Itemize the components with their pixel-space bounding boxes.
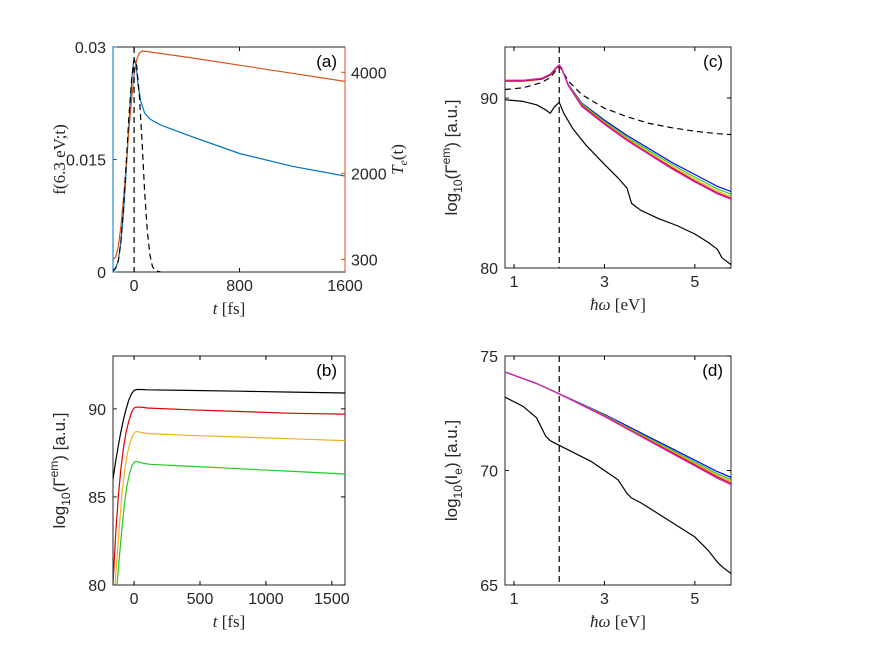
- y-right-label-sub: e: [396, 159, 410, 165]
- y-right-tick-label: 4000: [351, 65, 387, 82]
- axes-frame: [504, 355, 732, 586]
- y-right-label-main: T: [388, 164, 407, 175]
- panel-label: (b): [316, 361, 337, 380]
- y-axis-label: f(6.3 eV;t): [50, 124, 69, 195]
- y-label-subscript-2: e: [451, 468, 465, 475]
- y-label-suffix: ) [a.u.]: [442, 420, 461, 468]
- x-axis-label-unit: [fs]: [217, 612, 245, 631]
- series-line-1: [113, 388, 345, 480]
- y-label-prefix: log: [442, 498, 461, 521]
- y-tick-label: 70: [480, 464, 498, 481]
- y-tick-label: 80: [88, 578, 106, 595]
- x-tick-label: 500: [187, 591, 214, 608]
- x-tick-label: 5: [690, 274, 699, 291]
- x-axis-label-var: t: [213, 612, 219, 631]
- y-axis-label: log10(Ie) [a.u.]: [442, 420, 465, 521]
- series-line-6: [505, 64, 731, 200]
- y-label-mid: (Γ: [50, 477, 69, 492]
- x-axis-label-unit: [eV]: [611, 295, 646, 314]
- y-tick-label: 85: [88, 490, 106, 507]
- x-axis-label-unit: [eV]: [611, 612, 646, 631]
- series-line-4: [116, 461, 345, 585]
- axes-frame: [504, 46, 732, 269]
- y-right-tick-label: 2000: [351, 166, 387, 183]
- series-line-5: [505, 371, 731, 486]
- y-right-label-tail: (t): [388, 144, 407, 160]
- series-line-2: [113, 50, 345, 260]
- y-label-superscript: em: [439, 148, 453, 165]
- x-tick-label: 1500: [314, 591, 350, 608]
- x-tick-label: 1: [510, 591, 519, 608]
- y-label-superscript: em: [47, 461, 61, 478]
- axes-frame: [112, 355, 346, 586]
- panel-b: 0 500 1000 1500 80 85 90 (b) t [fs] log10(Γem) [a…: [47, 355, 350, 631]
- x-tick-label: 1000: [248, 591, 284, 608]
- axes-frame: [112, 46, 346, 273]
- y-tick-label: 0: [97, 265, 106, 282]
- x-axis-label: t [fs]: [213, 612, 246, 631]
- x-axis-label-unit: [fs]: [217, 299, 245, 318]
- y-label-suffix: ) [a.u.]: [50, 413, 69, 461]
- panel-label: (d): [702, 361, 723, 380]
- y-label-suffix: ) [a.u.]: [442, 100, 461, 148]
- panel-label: (a): [316, 52, 337, 71]
- y-tick-label: 0.03: [75, 40, 106, 57]
- series-line-1: [505, 65, 731, 136]
- x-tick-label: 0: [130, 278, 139, 295]
- y-tick-label: 90: [88, 402, 106, 419]
- x-tick-label: 1600: [327, 278, 363, 295]
- x-tick-label: 800: [226, 278, 253, 295]
- y-axis-label: log10(Γem) [a.u.]: [47, 413, 73, 529]
- x-tick-label: 3: [600, 274, 609, 291]
- y-tick-label: 65: [480, 578, 498, 595]
- panel-d: 1 3 5 65 70 75 (d) ħω [eV] log10(Ie) [a.u.]: [442, 349, 732, 631]
- y-axis-label: log10(Γem) [a.u.]: [439, 100, 465, 216]
- x-tick-label: 1: [510, 274, 519, 291]
- y-label-prefix: log: [50, 506, 69, 529]
- x-tick-label: 3: [600, 591, 609, 608]
- y-label-mid: (I: [442, 475, 461, 485]
- x-axis-label: ħω [eV]: [590, 612, 646, 631]
- y-label-subscript: 10: [451, 179, 465, 193]
- y-right-axis-label: Te(t): [388, 144, 410, 175]
- series-line-2: [113, 406, 345, 585]
- x-axis-label: ħω [eV]: [590, 295, 646, 314]
- x-axis-label-var: ħω: [590, 612, 611, 631]
- x-tick-label: 5: [690, 591, 699, 608]
- plot-area: [505, 47, 731, 268]
- panel-c: 1 3 5 80 90 (c) ħω [eV] log10(Γem) [a.u.]: [439, 46, 732, 314]
- series-line-6: [505, 396, 731, 574]
- x-axis-label-var: t: [213, 299, 219, 318]
- plot-area: [113, 47, 345, 272]
- y-right-tick-label: 300: [351, 252, 378, 269]
- panel-label: (c): [703, 52, 723, 71]
- series-line-7: [505, 99, 731, 266]
- x-tick-label: 0: [130, 591, 139, 608]
- y-tick-label: 0.015: [66, 153, 106, 170]
- y-tick-label: 75: [480, 349, 498, 366]
- x-axis-label-var: ħω: [590, 295, 611, 314]
- series-line-3: [113, 58, 161, 272]
- series-line-3: [114, 431, 345, 585]
- x-axis-label: t [fs]: [213, 299, 246, 318]
- y-tick-label: 90: [480, 91, 498, 108]
- y-label-prefix: log: [442, 193, 461, 216]
- y-tick-label: 80: [480, 261, 498, 278]
- plot-area: [505, 356, 731, 585]
- y-label-mid: (Γ: [442, 164, 461, 179]
- plot-area: [113, 388, 345, 585]
- y-label-subscript: 10: [59, 492, 73, 506]
- y-label-subscript: 10: [451, 485, 465, 499]
- panel-a: 0 800 1600 0 0.015 0.03 300 2000 4000 (a) t [fs] f(…: [50, 40, 410, 318]
